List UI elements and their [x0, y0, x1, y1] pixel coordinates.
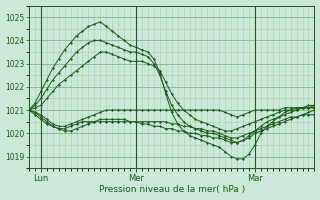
X-axis label: Pression niveau de la mer( hPa ): Pression niveau de la mer( hPa ) — [99, 185, 245, 194]
